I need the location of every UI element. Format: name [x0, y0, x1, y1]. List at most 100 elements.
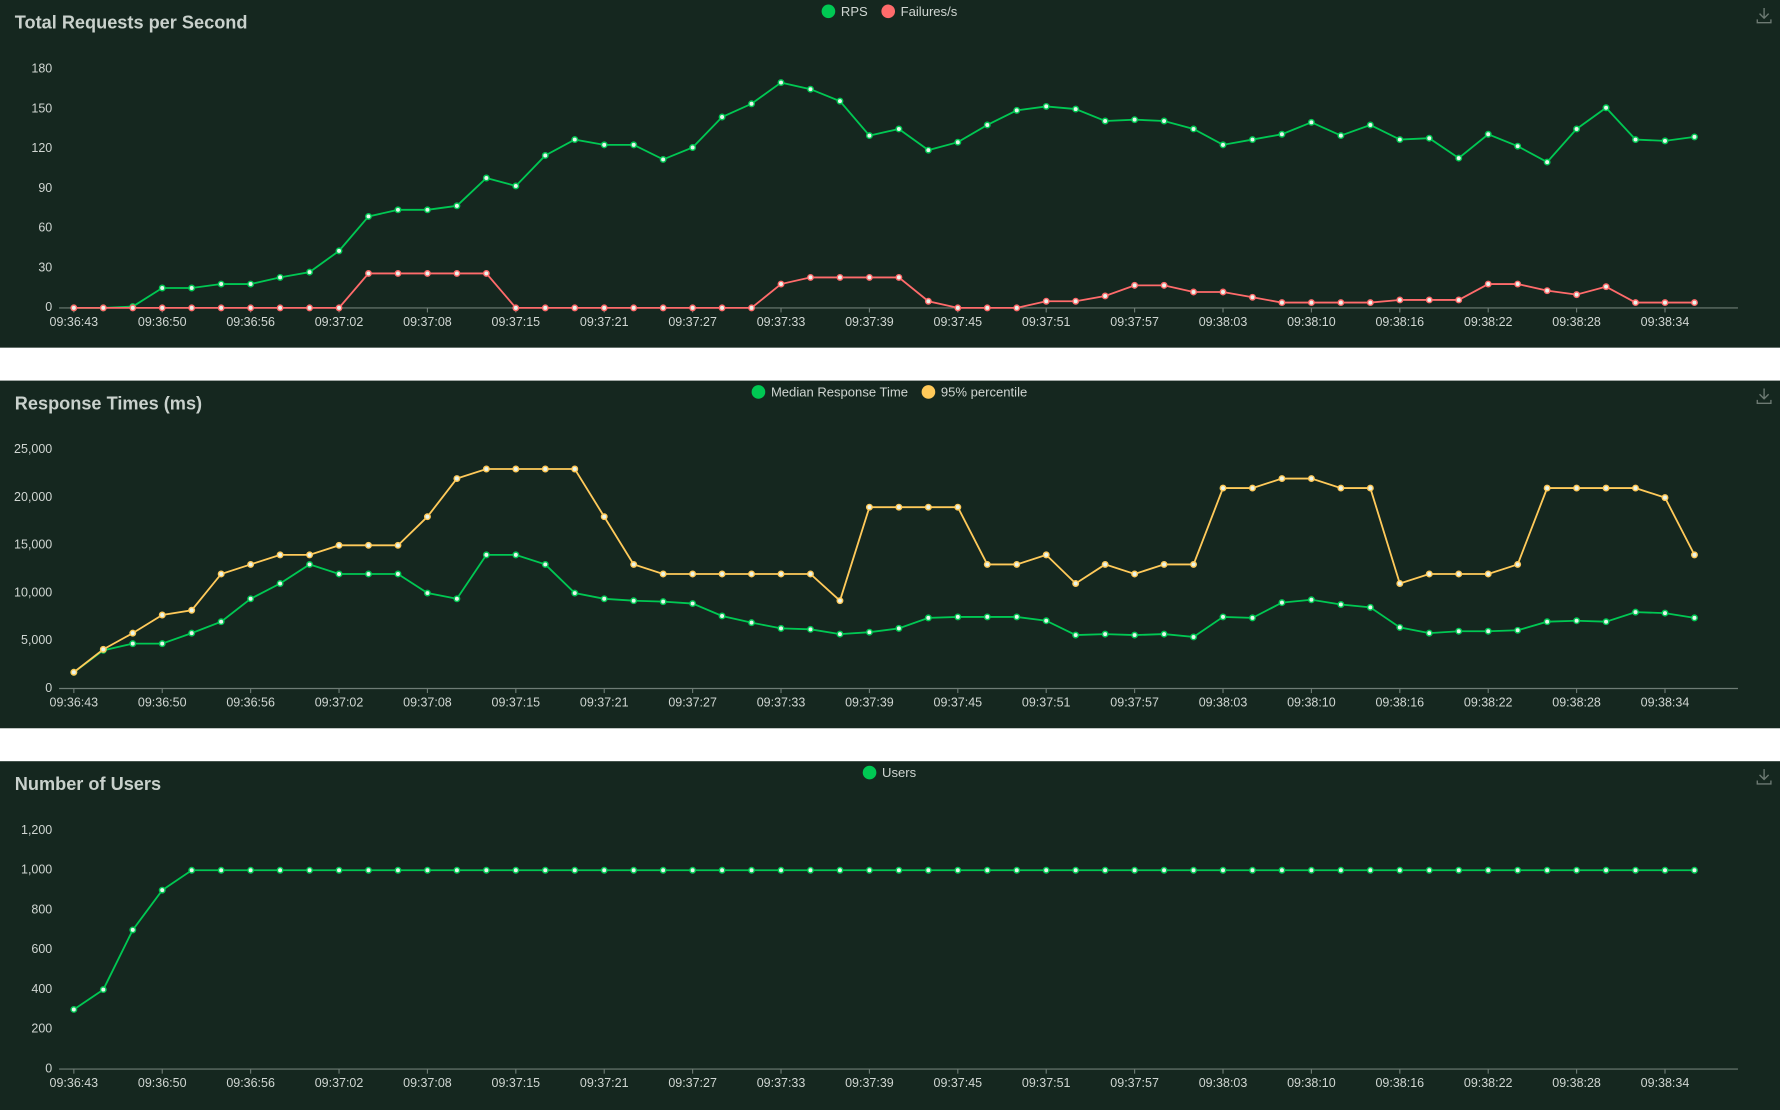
- data-point: [1131, 281, 1139, 289]
- data-point: [777, 624, 785, 632]
- data-point: [1190, 288, 1198, 296]
- data-point: [689, 304, 697, 312]
- x-tick-label: 09:37:51: [1022, 696, 1071, 710]
- y-tick-label: 1,000: [21, 863, 52, 877]
- data-point: [1307, 866, 1315, 874]
- data-point: [1042, 297, 1050, 305]
- legend-label: RPS: [841, 4, 868, 19]
- x-tick-label: 09:37:39: [845, 315, 894, 329]
- legend-marker: [751, 385, 766, 399]
- x-tick-label: 09:37:02: [315, 315, 364, 329]
- x-tick-label: 09:38:10: [1287, 696, 1336, 710]
- data-point: [217, 304, 225, 312]
- data-point: [1455, 570, 1463, 578]
- data-point: [1396, 623, 1404, 631]
- data-point: [1101, 630, 1109, 638]
- download-icon[interactable]: [1756, 7, 1772, 24]
- data-point: [689, 866, 697, 874]
- download-icon[interactable]: [1756, 769, 1772, 785]
- data-point: [1249, 614, 1256, 622]
- data-point: [247, 304, 255, 312]
- x-tick-label: 09:36:43: [50, 696, 99, 710]
- data-point: [158, 886, 166, 894]
- data-point: [158, 640, 166, 648]
- data-point: [983, 613, 991, 621]
- data-point: [1455, 296, 1463, 304]
- x-tick-label: 09:38:28: [1552, 696, 1601, 710]
- data-point: [630, 597, 638, 605]
- data-point: [453, 202, 461, 210]
- data-point: [512, 551, 520, 559]
- data-point: [865, 628, 873, 636]
- y-tick-label: 30: [38, 260, 52, 274]
- data-point: [217, 280, 225, 288]
- data-point: [188, 606, 196, 614]
- data-point: [306, 560, 314, 568]
- x-tick-label: 09:38:28: [1552, 315, 1601, 329]
- data-point: [482, 465, 490, 473]
- data-point: [1190, 560, 1198, 568]
- data-point: [983, 866, 991, 874]
- data-point: [129, 640, 137, 648]
- download-icon[interactable]: [1756, 388, 1772, 405]
- data-point: [1396, 866, 1404, 874]
- data-point: [1396, 580, 1404, 587]
- data-point: [1484, 130, 1492, 138]
- data-point: [1337, 601, 1345, 608]
- x-tick-label: 09:36:43: [50, 1076, 99, 1090]
- data-point: [1514, 626, 1522, 634]
- x-tick-label: 09:37:51: [1022, 315, 1071, 329]
- data-point: [689, 600, 697, 608]
- x-tick-label: 09:37:02: [315, 1076, 364, 1090]
- y-tick-label: 60: [38, 221, 52, 235]
- data-point: [1337, 299, 1345, 307]
- data-point: [1307, 118, 1315, 126]
- data-point: [1219, 141, 1227, 149]
- data-point: [1455, 627, 1463, 635]
- x-tick-label: 09:37:02: [315, 696, 364, 710]
- data-point: [1661, 609, 1669, 617]
- data-point: [748, 100, 756, 108]
- data-point: [1425, 866, 1433, 874]
- data-point: [512, 304, 520, 312]
- data-point: [748, 619, 756, 627]
- series-line: [73, 553, 1695, 674]
- data-point: [512, 866, 520, 874]
- data-point: [718, 866, 726, 874]
- data-point: [1278, 866, 1286, 874]
- data-point: [1101, 292, 1109, 300]
- y-tick-label: 0: [45, 300, 52, 314]
- data-point: [1307, 596, 1315, 604]
- data-point: [807, 85, 814, 93]
- data-point: [1455, 154, 1463, 162]
- chart-title: Response Times (ms): [15, 393, 202, 413]
- x-tick-label: 09:37:21: [580, 1076, 629, 1090]
- data-point: [630, 560, 638, 568]
- data-point: [1690, 299, 1698, 307]
- panel: [0, 0, 1780, 348]
- data-point: [394, 541, 402, 549]
- data-point: [1072, 297, 1080, 305]
- data-point: [423, 589, 431, 597]
- data-point: [335, 304, 343, 312]
- data-point: [423, 206, 431, 214]
- data-point: [1543, 618, 1551, 626]
- y-tick-label: 5,000: [21, 633, 52, 647]
- data-point: [217, 618, 225, 626]
- data-point: [129, 304, 137, 312]
- legend: Median Response Time 95% percentile: [751, 385, 1027, 400]
- data-point: [512, 465, 520, 473]
- data-point: [571, 589, 579, 597]
- data-point: [1661, 137, 1669, 145]
- data-point: [335, 866, 343, 874]
- x-tick-label: 09:38:22: [1464, 696, 1513, 710]
- data-point: [1042, 617, 1050, 625]
- legend: RPS Failures/s: [821, 4, 958, 19]
- data-point: [630, 141, 638, 149]
- data-point: [1131, 866, 1139, 874]
- y-tick-label: 600: [31, 942, 52, 956]
- x-tick-label: 09:37:57: [1110, 315, 1159, 329]
- legend: Users: [862, 765, 917, 780]
- data-point: [1514, 142, 1522, 150]
